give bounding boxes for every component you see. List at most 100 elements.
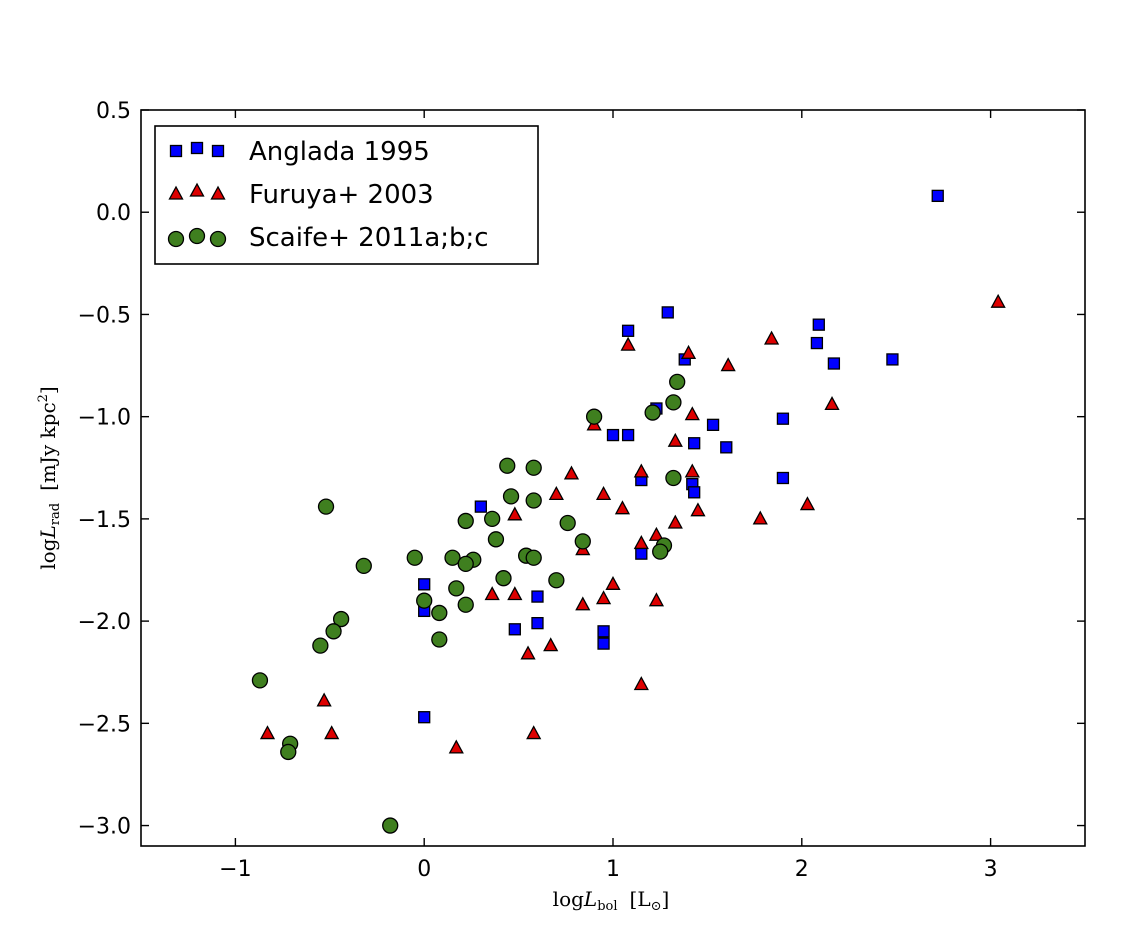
- scaife-point: [665, 394, 682, 411]
- furuya-point: [990, 293, 1006, 308]
- scaife-point: [499, 457, 516, 474]
- scaife-point: [251, 672, 269, 689]
- anglada-point: [474, 500, 487, 513]
- furuya-point: [448, 739, 464, 754]
- furuya-point: [824, 396, 840, 411]
- x-tick-label: 0: [417, 857, 431, 882]
- scaife-point: [585, 408, 603, 425]
- anglada-point: [886, 353, 899, 366]
- anglada-point: [812, 318, 825, 331]
- furuya-point: [684, 406, 700, 421]
- y-tick-label: −1.0: [78, 406, 131, 431]
- scaife-point: [382, 817, 399, 834]
- furuya-point: [548, 485, 564, 501]
- y-tick-label: −2.0: [78, 610, 131, 635]
- legend-marker-anglada: [169, 144, 183, 158]
- furuya-point: [614, 500, 631, 515]
- scaife-point: [559, 514, 576, 532]
- furuya-point: [620, 336, 636, 351]
- legend-markers: [167, 141, 227, 248]
- furuya-point: [684, 463, 700, 478]
- scaife-point: [444, 549, 461, 566]
- furuya-point: [680, 344, 697, 359]
- x-tick-label: −1: [219, 857, 251, 882]
- anglada-point: [531, 617, 544, 630]
- data-points: [251, 189, 1006, 834]
- scaife-point: [525, 549, 542, 566]
- anglada-point: [418, 711, 431, 724]
- anglada-point: [827, 357, 841, 370]
- anglada-point: [597, 637, 610, 650]
- legend-marker-scaife: [167, 230, 185, 248]
- legend-marker-furuya: [189, 182, 205, 197]
- y-axis-label: logLrad[mJy kpc2]: [36, 386, 63, 570]
- scaife-point: [525, 492, 542, 509]
- furuya-point: [667, 514, 683, 529]
- anglada-point: [688, 437, 701, 450]
- axis-ticks: −1 0 1 2 3 0.5 0.0 −0.5 −1.0 −1.5 −2.0 −2.5 −3.0: [78, 99, 1085, 882]
- legend: Anglada 1995 Furuya+ 2003 Scaife+ 2011a;…: [154, 125, 539, 265]
- scaife-point: [332, 610, 350, 628]
- x-tick-label: 3: [984, 857, 998, 882]
- anglada-point: [810, 336, 824, 350]
- furuya-point: [324, 725, 340, 740]
- scaife-point: [495, 570, 512, 587]
- anglada-point: [621, 324, 635, 337]
- scaife-point: [280, 743, 297, 761]
- y-tick-label: −3.0: [78, 815, 131, 840]
- x-axis-label: logLbol [L⊙]: [553, 887, 670, 914]
- anglada-point: [531, 590, 544, 603]
- scaife-point: [665, 469, 682, 487]
- scaife-point: [457, 555, 474, 573]
- legend-marker-furuya: [210, 185, 226, 200]
- furuya-point: [752, 510, 768, 525]
- furuya-point: [648, 526, 665, 541]
- furuya-point: [633, 463, 649, 478]
- anglada-point: [597, 625, 610, 638]
- anglada-point: [621, 428, 635, 442]
- anglada-point: [418, 578, 431, 591]
- furuya-point: [507, 506, 523, 521]
- anglada-point: [508, 623, 521, 636]
- furuya-point: [595, 485, 612, 501]
- scaife-point: [487, 531, 505, 548]
- legend-marker-anglada: [190, 141, 204, 155]
- scaife-point: [312, 637, 329, 654]
- scaife-point: [652, 543, 669, 560]
- scaife-point: [317, 498, 335, 515]
- furuya-point: [648, 592, 665, 607]
- scaife-point: [355, 557, 372, 575]
- furuya-point: [605, 575, 621, 590]
- y-tick-label: −0.5: [78, 303, 131, 328]
- scaife-point: [502, 488, 520, 505]
- x-tick-label: 1: [606, 857, 620, 882]
- legend-label-scaife: Scaife+ 2011a;b;c: [249, 223, 489, 253]
- furuya-point: [259, 725, 276, 740]
- anglada-point: [635, 547, 648, 560]
- furuya-point: [563, 465, 580, 480]
- scaife-point: [431, 604, 448, 622]
- scaife-point: [431, 631, 448, 648]
- furuya-point: [690, 502, 706, 517]
- scaife-point: [325, 623, 342, 640]
- scaife-point: [457, 512, 474, 530]
- anglada-point: [931, 189, 944, 203]
- anglada-point: [706, 418, 720, 431]
- anglada-point: [606, 428, 620, 442]
- furuya-point: [507, 586, 523, 601]
- furuya-point: [720, 357, 736, 372]
- scaife-point: [448, 580, 465, 597]
- furuya-point: [543, 637, 559, 652]
- anglada-point: [776, 471, 790, 485]
- scaife-point: [484, 510, 501, 528]
- furuya-point: [764, 330, 780, 345]
- anglada-point: [720, 441, 733, 454]
- furuya-point: [484, 586, 500, 601]
- anglada-point: [661, 306, 674, 319]
- y-tick-label: 0.5: [96, 99, 131, 124]
- furuya-point: [520, 645, 536, 660]
- scaife-point: [416, 592, 433, 609]
- furuya-point: [575, 596, 591, 611]
